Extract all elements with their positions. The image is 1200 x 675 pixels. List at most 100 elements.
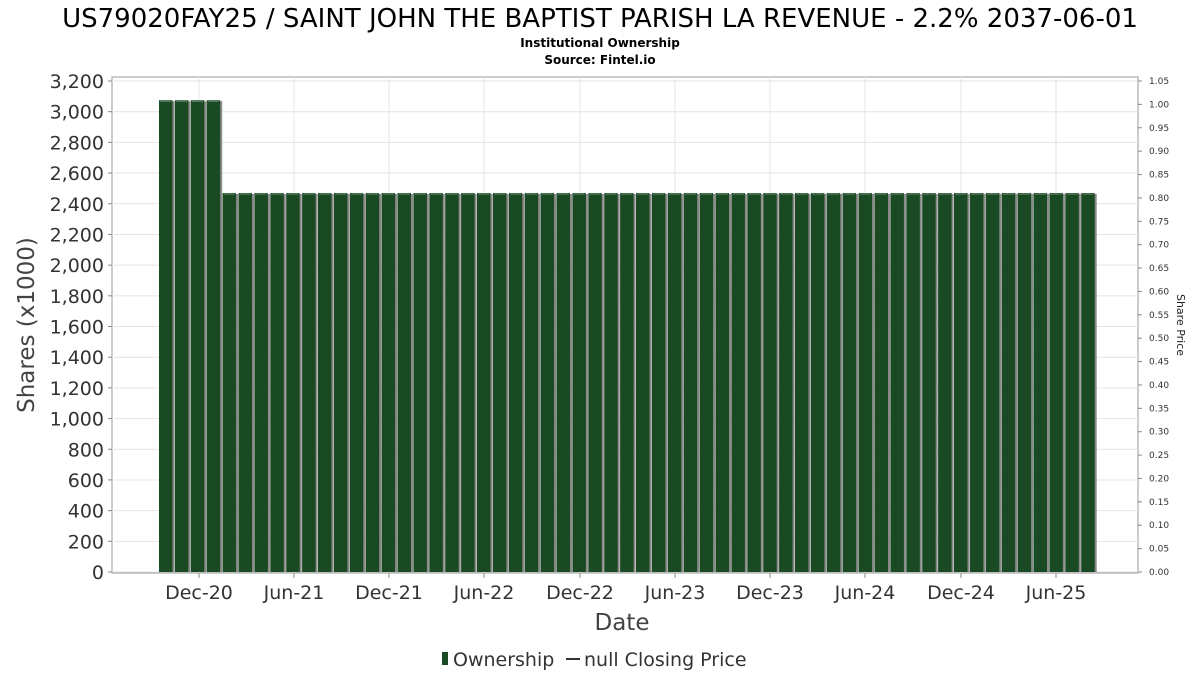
ownership-bar [222,193,237,572]
legend-ownership-label: Ownership [453,649,554,671]
ownership-bar [238,193,252,572]
y-right-tick-label: 0.40 [1149,381,1169,391]
y-right-tick-label: 0.80 [1149,194,1169,204]
ownership-bar [667,193,682,572]
ownership-bar [795,193,809,572]
ownership-bar [174,100,189,572]
ownership-bar [651,193,666,572]
legend-ownership-swatch [442,652,448,665]
ownership-bar [349,193,364,572]
x-tick-label: Dec-22 [546,582,614,604]
ownership-bar [620,193,634,572]
ownership-bar [938,193,952,572]
ownership-bar [826,193,841,572]
ownership-bar [588,193,602,572]
ownership-bar [286,193,300,572]
ownership-bar [492,193,507,572]
ownership-bar [540,193,555,572]
ownership-bar [636,193,650,572]
y-right-tick-label: 0.05 [1149,545,1169,555]
x-tick-label: Jun-21 [263,582,325,604]
y-tick-label: 2,400 [50,194,104,216]
ownership-bar [1081,193,1095,572]
ownership-bar [333,193,348,572]
y-right-tick-label: 0.35 [1149,404,1169,414]
x-tick-label: Dec-24 [927,582,995,604]
ownership-bar [985,193,1000,572]
ownership-bar [159,100,173,572]
y-right-tick-label: 0.55 [1149,311,1169,321]
x-tick-label: Dec-20 [165,582,233,604]
ownership-bar [365,193,380,572]
y-axis-label-left: Shares (x1000) [14,237,40,413]
y-right-tick-label: 0.10 [1149,521,1169,531]
ownership-bar [572,193,586,572]
y-right-tick-label: 0.65 [1149,264,1169,274]
ownership-bar [922,193,936,572]
ownership-bar [413,193,427,572]
ownership-bar [747,193,761,572]
y-tick-label: 200 [68,531,104,553]
y-right-tick-label: 0.25 [1149,451,1169,461]
y-tick-label: 2,600 [50,163,104,185]
ownership-bar [477,193,491,572]
y-right-tick-label: 0.90 [1149,147,1169,157]
y-tick-label: 0 [92,562,104,584]
y-right-tick-label: 1.00 [1149,100,1169,110]
chart-subtitle-line-1: Institutional Ownership [520,36,680,50]
x-tick-label: Jun-23 [644,582,706,604]
ownership-bar [683,193,698,572]
y-axis-right-ticks: 0.00 0.05 0.10 0.15 0.20 0.25 0.30 0.35 0.40 0.45… [1138,77,1169,578]
ownership-bar [524,193,539,572]
chart-title: US79020FAY25 / SAINT JOHN THE BAPTIST PA… [62,4,1138,34]
ownership-bar [699,193,714,572]
ownership-bar [715,193,729,572]
y-right-tick-label: 1.05 [1149,77,1169,87]
ownership-bar [302,193,316,572]
y-right-tick-label: 0.75 [1149,217,1169,227]
legend: Ownership null Closing Price [442,649,747,671]
y-tick-label: 3,200 [50,71,104,93]
x-tick-label: Jun-22 [453,582,515,604]
ownership-bar [254,193,268,572]
y-tick-label: 400 [68,501,104,523]
ownership-bar [969,193,984,572]
y-axis-label-right: Share Price [1174,294,1187,356]
y-right-tick-label: 0.95 [1149,124,1169,134]
ownership-bar [954,193,968,572]
ownership-bar [397,193,411,572]
ownership-bar [445,193,459,572]
y-tick-label: 2,200 [50,224,104,246]
y-tick-label: 1,000 [50,409,104,431]
ownership-bar [810,193,825,572]
ownership-bar [381,193,396,572]
ownership-bar [1033,193,1047,572]
x-tick-label: Jun-24 [834,582,896,604]
x-axis-ticks: Dec-20 Jun-21 Dec-21 Jun-22 Dec-22 Jun-23 Dec-… [165,573,1086,604]
ownership-bar [1001,193,1016,572]
ownership-bar [604,193,618,572]
y-tick-label: 1,800 [50,286,104,308]
y-tick-label: 800 [68,439,104,461]
ownership-bar [508,193,523,572]
y-tick-label: 1,600 [50,317,104,339]
y-right-tick-label: 0.15 [1149,498,1169,508]
chart-subtitle-line-2: Source: Fintel.io [544,53,655,67]
y-right-tick-label: 0.60 [1149,287,1169,297]
x-tick-label: Dec-21 [355,582,423,604]
y-right-tick-label: 0.30 [1149,428,1169,438]
ownership-bar [556,193,570,572]
ownership-bar [429,193,443,572]
y-tick-label: 600 [68,470,104,492]
y-right-tick-label: 0.50 [1149,334,1169,344]
ownership-bar [1049,193,1063,572]
y-tick-label: 3,000 [50,102,104,124]
x-tick-label: Jun-25 [1025,582,1087,604]
ownership-bar [1017,193,1032,572]
ownership-bar [874,193,888,572]
y-right-tick-label: 0.00 [1149,568,1169,578]
ownership-bar [890,193,904,572]
ownership-bar [858,193,873,572]
ownership-bar [779,193,793,572]
